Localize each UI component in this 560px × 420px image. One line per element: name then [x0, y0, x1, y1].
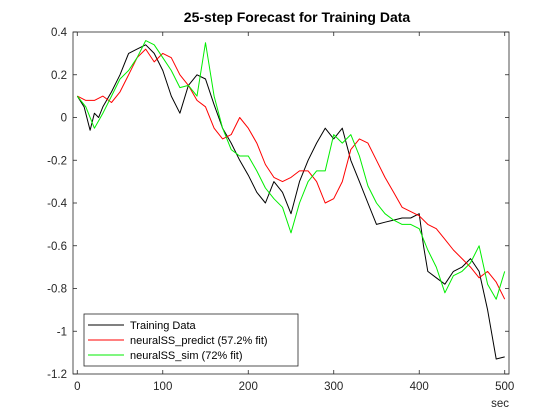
x-tick-label: 500	[495, 381, 514, 393]
y-tick-label: 0.4	[51, 27, 68, 39]
series-line-1	[76, 44, 505, 360]
y-tick-label: -0.6	[47, 241, 67, 253]
x-axis: 0 100 200 300 400 500	[74, 32, 514, 393]
x-tick-label: 400	[410, 381, 429, 393]
chart-title: 25-step Forecast for Training Data	[184, 9, 411, 25]
y-tick-label: -1.2	[47, 369, 67, 381]
y-tick-label: -1	[57, 326, 67, 338]
x-tick-label: 100	[153, 381, 172, 393]
x-tick-label: 200	[239, 381, 258, 393]
legend-label-2: neuralSS_predict (57.2% fit)	[130, 335, 268, 347]
y-tick-label: 0	[61, 113, 67, 125]
y-tick-label: 0.2	[51, 70, 67, 82]
series-line-2	[77, 48, 506, 300]
x-tick-label: 300	[324, 381, 343, 393]
y-tick-label: -0.4	[47, 198, 67, 210]
x-axis-unit-label: sec	[491, 398, 509, 410]
y-tick-label: -0.8	[47, 284, 67, 296]
x-tick-label: 0	[74, 381, 80, 393]
legend-label-3: neuralSS_sim (72% fit)	[130, 350, 243, 362]
legend-label-1: Training Data	[130, 320, 197, 332]
series-line-3	[76, 40, 506, 300]
y-axis: -1.2 -1 -0.8 -0.6 -0.4 -0.2 0 0.2 0.4	[47, 27, 509, 381]
legend: Training Data neuralSS_predict (57.2% fit…	[83, 313, 299, 367]
y-tick-label: -0.2	[47, 155, 67, 167]
